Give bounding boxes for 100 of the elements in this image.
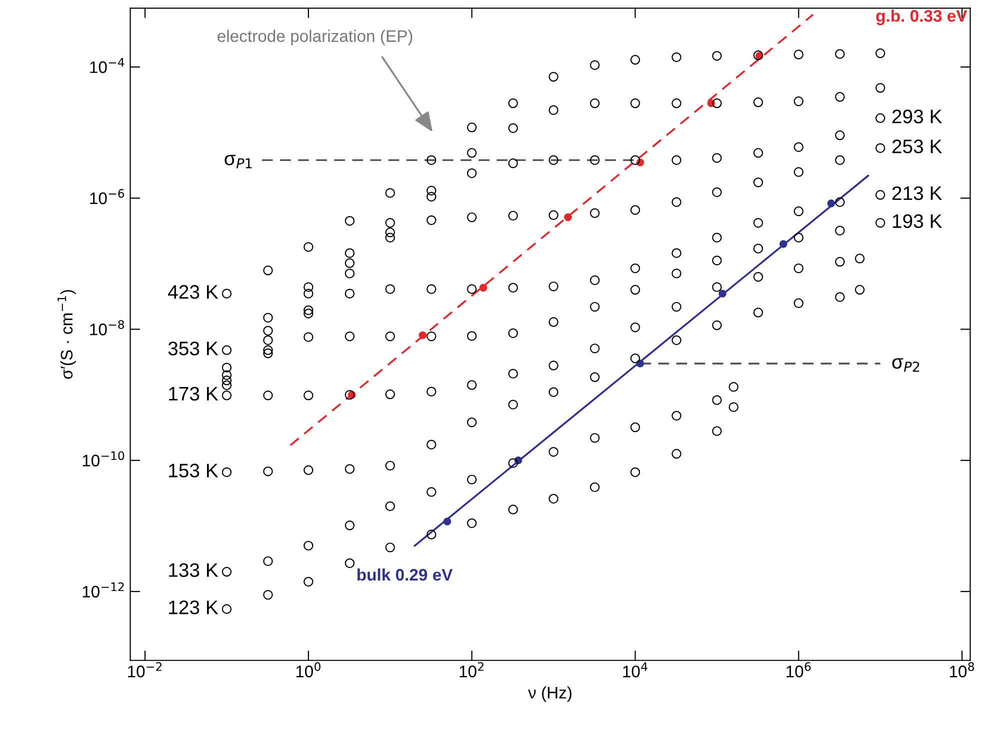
x-axis-title: ν (Hz): [528, 686, 572, 702]
point: [590, 372, 600, 382]
y-axis-title: σ′(S · cm$^{−1}$): [58, 290, 76, 379]
point: [672, 98, 682, 108]
point: [835, 292, 845, 302]
point: [466, 212, 477, 222]
point: [344, 558, 355, 568]
annotation: 353 K: [168, 342, 218, 356]
point: [672, 268, 682, 278]
point: [385, 389, 395, 400]
point: [385, 188, 395, 198]
point: [794, 263, 804, 274]
y-tick-label: 10$^{−10}$: [82, 451, 124, 466]
point: [263, 556, 273, 566]
point: [672, 335, 682, 346]
point: [466, 474, 477, 484]
x-tick-label: 10$^{2}$: [460, 662, 484, 678]
point: [794, 167, 804, 177]
point: [426, 192, 436, 202]
point: [222, 345, 232, 356]
point: [548, 105, 558, 115]
point: [548, 446, 558, 457]
point: [590, 482, 600, 492]
point: [344, 520, 355, 530]
point: [466, 168, 477, 178]
point: [385, 284, 395, 294]
point: [672, 448, 682, 459]
point: [466, 148, 477, 158]
point: [222, 380, 232, 390]
y-tick-label: 10$^{−6}$: [90, 189, 124, 204]
point: [263, 348, 273, 358]
point: [548, 282, 558, 292]
point: [385, 232, 395, 242]
annotation: electrode polarization (EP): [218, 30, 412, 46]
point: [426, 155, 436, 165]
point: [590, 302, 600, 312]
point: [508, 504, 518, 514]
point: [263, 266, 273, 276]
point: [794, 232, 804, 242]
point: [712, 320, 722, 330]
point: [590, 344, 600, 354]
point: [835, 155, 845, 165]
point: [508, 158, 518, 168]
point: [426, 215, 436, 226]
point: [304, 576, 314, 587]
annotation: 423 K: [168, 285, 218, 299]
point: [590, 98, 600, 108]
point: [548, 387, 558, 397]
point: [630, 263, 640, 274]
point: [794, 206, 804, 216]
point: [222, 376, 232, 386]
point: [466, 331, 477, 341]
point: [590, 155, 600, 165]
point: [794, 96, 804, 106]
point: [508, 328, 518, 338]
point: [672, 302, 682, 312]
point: [304, 332, 314, 342]
x-tick-label: 10$^{0}$: [296, 662, 320, 678]
point: [630, 155, 640, 165]
point: [344, 288, 355, 298]
annotation: σ$_{P1}$: [224, 154, 252, 168]
point: [835, 92, 845, 102]
point: [712, 256, 722, 266]
point: [548, 210, 558, 220]
point: [590, 275, 600, 286]
point: [712, 395, 722, 405]
point: [222, 370, 232, 380]
point: [753, 148, 764, 158]
point: [222, 467, 232, 478]
point: [426, 440, 436, 450]
annotation: 253 K: [892, 140, 942, 154]
point: [753, 244, 764, 254]
point: [385, 331, 395, 342]
point: [385, 501, 395, 512]
point: [344, 268, 355, 278]
point: [508, 123, 518, 133]
point: [344, 248, 355, 258]
point: [712, 98, 722, 108]
point: [875, 48, 886, 58]
point: [712, 187, 722, 198]
point: [753, 272, 764, 282]
point: [344, 331, 355, 342]
point: [712, 50, 722, 61]
point: [590, 60, 600, 70]
point: [304, 540, 314, 551]
point: [344, 258, 355, 268]
point: [426, 530, 436, 540]
point: [672, 197, 682, 207]
point: [426, 386, 436, 396]
point: [466, 284, 477, 294]
point: [222, 566, 232, 577]
point: [344, 390, 355, 400]
point: [835, 226, 845, 236]
annotation: 153 K: [169, 464, 218, 478]
point: [672, 155, 682, 165]
point: [835, 49, 845, 59]
annotation: 123 K: [169, 600, 218, 614]
point: [222, 362, 232, 372]
point: [875, 218, 886, 228]
annotation: 293 K: [892, 110, 942, 124]
